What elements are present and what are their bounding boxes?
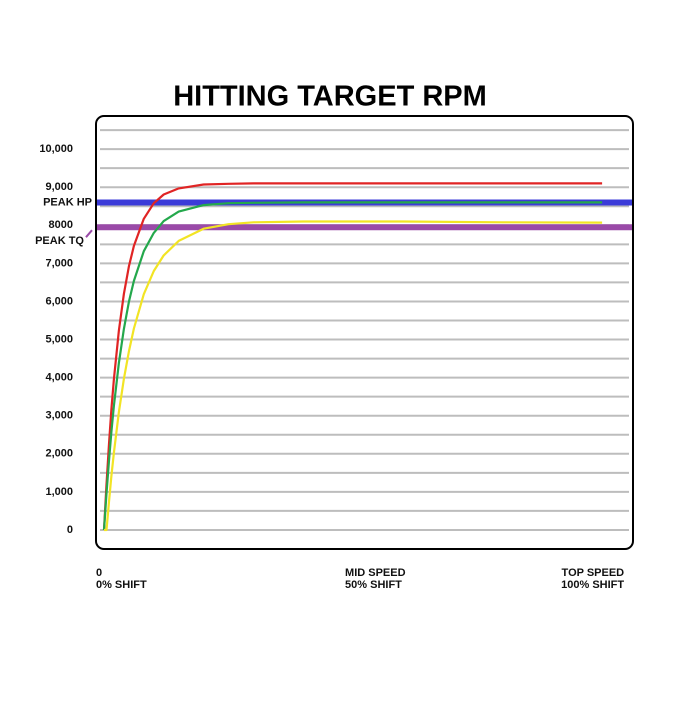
y-tick-label: 9,000 bbox=[45, 181, 73, 193]
reference-label: PEAK TQ bbox=[35, 235, 84, 247]
y-tick-label: 7,000 bbox=[45, 257, 73, 269]
y-tick-label: 6,000 bbox=[45, 295, 73, 307]
x-tick-label: TOP SPEED 100% SHIFT bbox=[561, 567, 624, 591]
y-tick-label: 10,000 bbox=[39, 143, 73, 155]
series-line bbox=[102, 201, 603, 531]
x-tick-label-line: 0% SHIFT bbox=[96, 579, 147, 591]
reference-label: PEAK HP bbox=[43, 196, 92, 208]
y-tick-label: 4,000 bbox=[45, 372, 73, 384]
x-tick-label-line: 50% SHIFT bbox=[345, 579, 402, 591]
x-tick-label: 0 0% SHIFT bbox=[96, 567, 147, 591]
y-tick-label: 1,000 bbox=[45, 486, 73, 498]
y-tick-label: 2,000 bbox=[45, 448, 73, 460]
y-tick-label: 3,000 bbox=[45, 410, 73, 422]
chart-title: HITTING TARGET RPM bbox=[173, 81, 487, 113]
x-tick-label-line: MID SPEED bbox=[345, 567, 406, 579]
y-tick-label: 0 bbox=[67, 524, 73, 536]
plot-frame bbox=[95, 115, 634, 550]
y-tick-label: 8000 bbox=[49, 219, 73, 231]
y-tick-label: 5,000 bbox=[45, 333, 73, 345]
x-tick-label-line: 0 bbox=[96, 567, 102, 579]
x-tick-label-line: 100% SHIFT bbox=[561, 579, 624, 591]
series-line bbox=[102, 182, 603, 531]
reference-pointer bbox=[85, 229, 93, 238]
x-tick-label: MID SPEED 50% SHIFT bbox=[345, 567, 406, 591]
series-line bbox=[104, 220, 603, 532]
x-tick-label-line: TOP SPEED bbox=[562, 567, 625, 579]
